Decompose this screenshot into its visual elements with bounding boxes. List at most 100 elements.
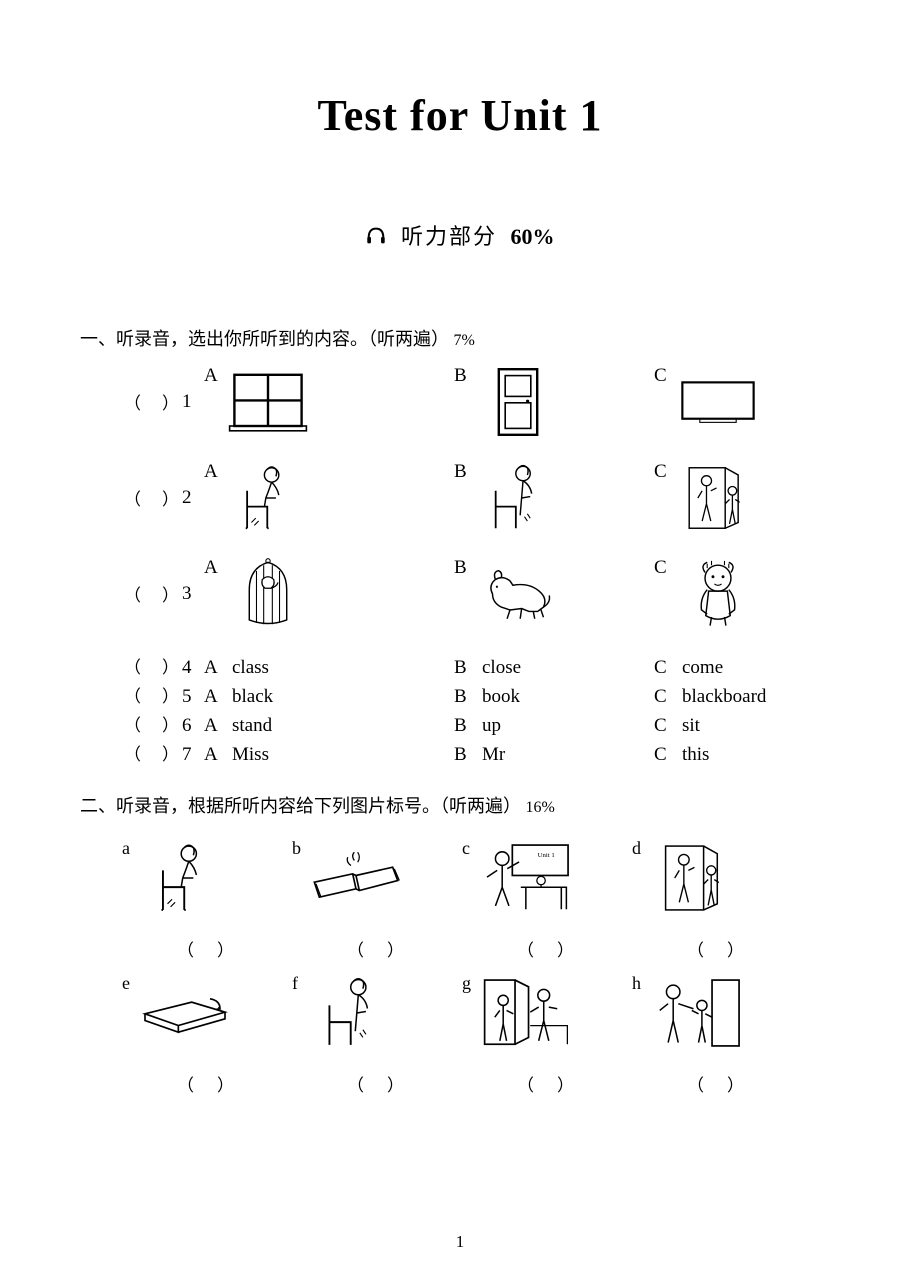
section-1-heading: 一、听录音，选出你所听到的内容。（听两遍） 7% — [80, 325, 840, 351]
option-a-label: A — [204, 657, 226, 679]
answer-blank[interactable]: （ ） — [124, 485, 182, 510]
section-2-row: a （ ） b （ ） c （ ） d （ ） — [122, 838, 840, 961]
answer-blank[interactable]: （ ） — [124, 581, 182, 606]
option-b-text: Mr — [482, 744, 505, 766]
section-2-heading: 二、听录音，根据所听内容给下列图片标号。（听两遍） 16% — [80, 792, 840, 818]
teacher-student-icon — [641, 973, 751, 1053]
option-c-text: sit — [682, 715, 700, 737]
open-book-icon — [301, 838, 411, 918]
item-letter: a — [122, 838, 130, 859]
item-letter: h — [632, 973, 641, 994]
stand-up-icon — [476, 461, 560, 535]
section-2-grid: a （ ） b （ ） c （ ） d （ ） e （ ） — [122, 838, 840, 1096]
section-2-item: a （ ） — [122, 838, 292, 961]
section-1-questions: （ ） 1 A B C （ ） 2 A B C （ ） 3 A B C — [124, 365, 840, 766]
question-row: （ ） 3 A B C — [124, 557, 840, 631]
item-letter: e — [122, 973, 130, 994]
item-letter: b — [292, 838, 301, 859]
listening-percent: 60% — [511, 224, 555, 249]
option-b-text: up — [482, 715, 501, 737]
answer-blank[interactable]: （ ） — [517, 936, 577, 961]
answer-blank[interactable]: （ ） — [124, 740, 182, 765]
sit-down-icon — [226, 461, 310, 535]
question-number: 1 — [182, 391, 204, 413]
listening-label: 听力部分 — [401, 224, 497, 249]
question-row: （ ） 7 AMiss BMr Cthis — [124, 740, 840, 766]
answer-blank[interactable]: （ ） — [347, 936, 407, 961]
question-row: （ ） 2 A B C — [124, 461, 840, 535]
option-b-label: B — [454, 461, 476, 483]
answer-blank[interactable]: （ ） — [517, 1071, 577, 1096]
answer-blank[interactable]: （ ） — [124, 389, 182, 414]
answer-blank[interactable]: （ ） — [124, 682, 182, 707]
classroom-door-icon — [676, 461, 760, 535]
option-a-label: A — [204, 715, 226, 737]
section-2-item: f （ ） — [292, 973, 462, 1096]
section-2-percent: 16% — [526, 799, 555, 816]
answer-blank[interactable]: （ ） — [124, 653, 182, 678]
option-b-label: B — [454, 365, 476, 387]
question-number: 7 — [182, 744, 204, 766]
item-letter: c — [462, 838, 470, 859]
answer-blank[interactable]: （ ） — [687, 936, 747, 961]
question-row: （ ） 1 A B C — [124, 365, 840, 439]
option-b-label: B — [454, 686, 476, 708]
answer-blank[interactable]: （ ） — [687, 1071, 747, 1096]
section-2-item: c （ ） — [462, 838, 632, 961]
answer-blank[interactable]: （ ） — [124, 711, 182, 736]
option-b-text: close — [482, 657, 521, 679]
option-b-label: B — [454, 657, 476, 679]
option-a-text: black — [232, 686, 273, 708]
option-a-label: A — [204, 686, 226, 708]
option-c-label: C — [654, 461, 676, 483]
question-number: 2 — [182, 487, 204, 509]
option-b-text: book — [482, 686, 520, 708]
answer-blank[interactable]: （ ） — [347, 1071, 407, 1096]
option-a-text: class — [232, 657, 269, 679]
student-door-icon — [471, 973, 581, 1053]
door-icon — [476, 365, 560, 439]
section-2-text: 二、听录音，根据所听内容给下列图片标号。（听两遍） — [80, 796, 521, 816]
page-number: 1 — [0, 1232, 920, 1252]
option-c-text: this — [682, 744, 709, 766]
section-2-item: g （ ） — [462, 973, 632, 1096]
option-c-label: C — [654, 557, 676, 579]
option-a-text: Miss — [232, 744, 269, 766]
window-icon — [226, 365, 310, 439]
option-a-label: A — [204, 557, 226, 579]
section-2-item: d （ ） — [632, 838, 802, 961]
section-1-percent: 7% — [454, 332, 475, 349]
question-row: （ ） 5 Ablack Bbook Cblackboard — [124, 682, 840, 708]
option-a-text: stand — [232, 715, 272, 737]
answer-blank[interactable]: （ ） — [177, 936, 237, 961]
option-c-text: come — [682, 657, 723, 679]
sit-down-icon — [130, 838, 240, 918]
option-a-label: A — [204, 461, 226, 483]
question-number: 4 — [182, 657, 204, 679]
section-2-item: h （ ） — [632, 973, 802, 1096]
question-number: 3 — [182, 583, 204, 605]
headphone-icon — [365, 225, 387, 253]
option-c-label: C — [654, 686, 676, 708]
option-c-label: C — [654, 744, 676, 766]
listening-section-header: 听力部分 60% — [80, 219, 840, 253]
section-2-row: e （ ） f （ ） g （ ） h （ ） — [122, 973, 840, 1096]
page-title: Test for Unit 1 — [80, 90, 840, 141]
option-c-label: C — [654, 365, 676, 387]
section-2-item: b （ ） — [292, 838, 462, 961]
section-1-text: 一、听录音，选出你所听到的内容。（听两遍） — [80, 329, 449, 349]
option-c-label: C — [654, 715, 676, 737]
dog-icon — [476, 557, 560, 631]
classroom-door-icon — [641, 838, 751, 918]
option-c-text: blackboard — [682, 686, 766, 708]
question-number: 5 — [182, 686, 204, 708]
stand-up-icon — [298, 973, 408, 1053]
doll-icon — [676, 557, 760, 631]
board-icon — [676, 365, 760, 439]
question-number: 6 — [182, 715, 204, 737]
bird-cage-icon — [226, 557, 310, 631]
answer-blank[interactable]: （ ） — [177, 1071, 237, 1096]
section-2-item: e （ ） — [122, 973, 292, 1096]
item-letter: d — [632, 838, 641, 859]
teacher-board-icon — [470, 838, 580, 918]
